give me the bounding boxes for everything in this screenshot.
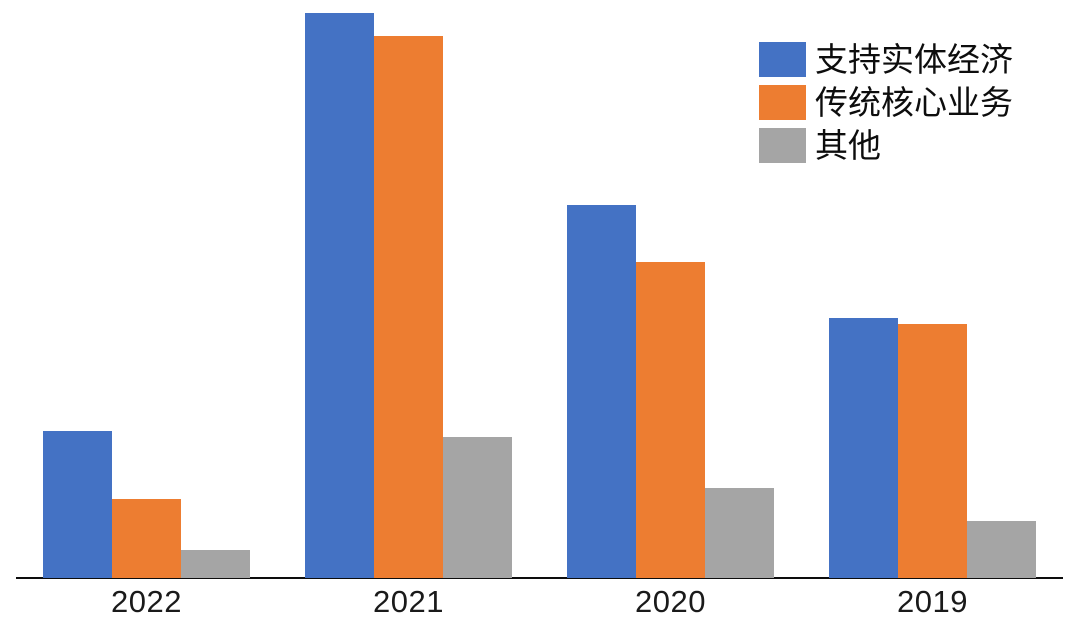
- bar-2021-series-2: [443, 437, 512, 578]
- legend-label: 传统核心业务: [815, 84, 1013, 121]
- bar-2019-series-1: [898, 324, 967, 578]
- bar-2020-series-1: [636, 262, 705, 578]
- legend-swatch-icon: [759, 42, 806, 77]
- bar-group-2019: [829, 318, 1036, 578]
- bar-2022-series-1: [112, 499, 181, 578]
- x-tick-label-2021: 2021: [373, 584, 444, 619]
- bar-group-2020: [567, 205, 774, 578]
- legend-item-1: 传统核心业务: [759, 85, 1013, 120]
- x-tick-label-2020: 2020: [635, 584, 706, 619]
- legend-swatch-icon: [759, 128, 806, 163]
- x-axis-line: [16, 577, 1063, 579]
- bar-2021-series-1: [374, 36, 443, 578]
- bar-group-2021: [305, 13, 512, 578]
- bar-2020-series-2: [705, 488, 774, 578]
- bar-2020-series-0: [567, 205, 636, 578]
- bar-2021-series-0: [305, 13, 374, 578]
- bar-group-2022: [43, 431, 250, 578]
- x-tick-label-2019: 2019: [897, 584, 968, 619]
- legend-label: 支持实体经济: [815, 41, 1013, 78]
- bar-2019-series-0: [829, 318, 898, 578]
- legend-swatch-icon: [759, 85, 806, 120]
- bar-2022-series-2: [181, 550, 250, 578]
- bar-2022-series-0: [43, 431, 112, 578]
- legend-label: 其他: [815, 127, 881, 164]
- legend-item-0: 支持实体经济: [759, 42, 1013, 77]
- bar-2019-series-2: [967, 521, 1036, 578]
- legend-item-2: 其他: [759, 128, 1013, 163]
- legend: 支持实体经济 传统核心业务 其他: [759, 42, 1013, 171]
- x-tick-label-2022: 2022: [111, 584, 182, 619]
